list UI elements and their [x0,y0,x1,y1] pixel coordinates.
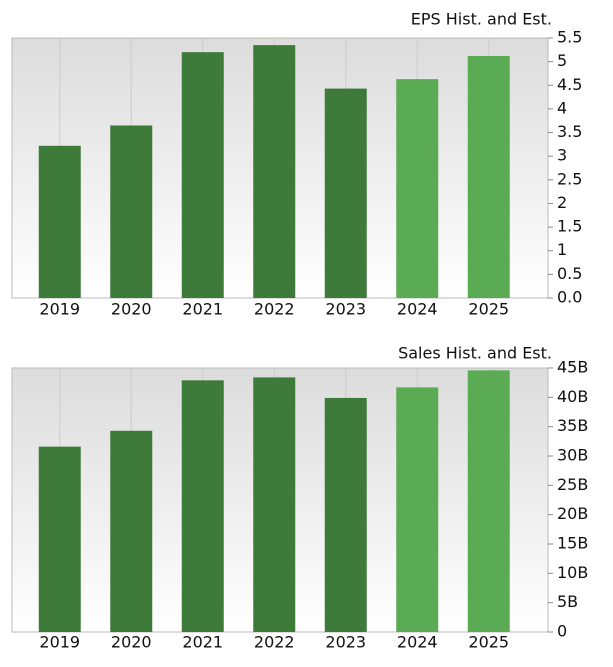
x-tick-label: 2023 [325,633,366,652]
y-tick-label: 3.5 [557,122,582,141]
x-tick-label: 2021 [182,633,223,652]
bar [110,125,153,298]
y-tick-label: 1.5 [557,217,582,236]
chart-title: EPS Hist. and Est. [411,10,552,29]
bar [324,88,367,298]
x-tick-label: 2020 [111,633,152,652]
x-tick-label: 2019 [39,633,80,652]
bar [181,52,224,298]
y-tick-label: 0.0 [557,288,582,307]
bar [38,145,81,298]
y-tick-label: 40B [557,387,588,406]
bar [396,79,439,298]
y-tick-label: 35B [557,416,588,435]
x-tick-label: 2025 [468,300,509,319]
chart-title: Sales Hist. and Est. [398,344,552,363]
y-tick-label: 0 [557,622,567,641]
bar [396,387,439,632]
bar [324,397,367,632]
x-tick-label: 2020 [111,300,152,319]
y-tick-label: 5 [557,51,567,70]
x-tick-label: 2022 [254,633,295,652]
y-tick-label: 2 [557,193,567,212]
x-tick-label: 2024 [397,300,438,319]
y-tick-label: 0.5 [557,264,582,283]
y-tick-label: 1 [557,240,567,259]
x-tick-label: 2023 [325,300,366,319]
bar [181,380,224,632]
bar [38,446,81,632]
bar [467,55,510,298]
y-tick-label: 10B [557,563,588,582]
y-tick-label: 25B [557,475,588,494]
bar [253,45,296,298]
y-tick-label: 3 [557,146,567,165]
bar [253,377,296,632]
y-tick-label: 4.5 [557,75,582,94]
y-tick-label: 5B [557,592,578,611]
y-tick-label: 45B [557,358,588,377]
y-tick-label: 15B [557,534,588,553]
bar [467,370,510,632]
x-tick-label: 2019 [39,300,80,319]
x-tick-label: 2021 [182,300,223,319]
y-tick-label: 5.5 [557,28,582,47]
x-tick-label: 2024 [397,633,438,652]
y-tick-label: 20B [557,504,588,523]
x-tick-label: 2022 [254,300,295,319]
y-tick-label: 2.5 [557,169,582,188]
y-tick-label: 4 [557,98,567,117]
x-tick-label: 2025 [468,633,509,652]
y-tick-label: 30B [557,446,588,465]
bar [110,430,153,632]
